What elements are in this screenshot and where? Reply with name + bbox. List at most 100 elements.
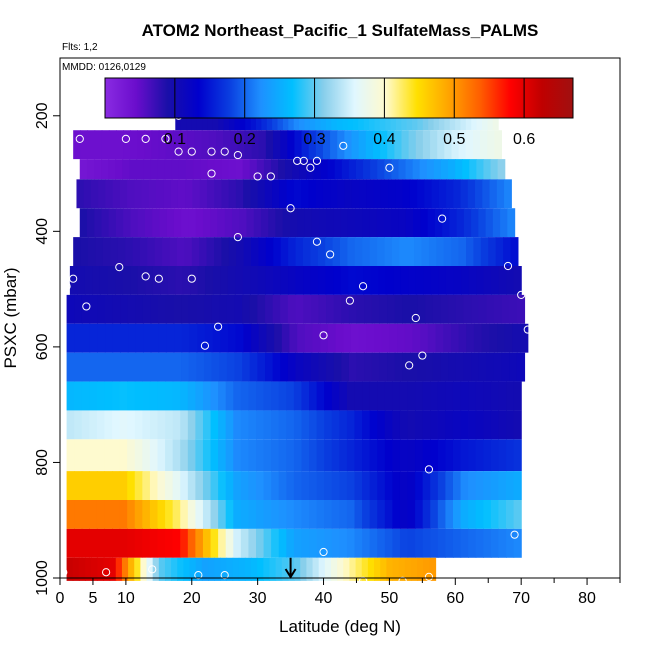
heatmap-cell [271, 439, 280, 472]
heatmap-cell [324, 471, 333, 500]
heatmap-cell [448, 294, 457, 324]
heatmap-cell [188, 352, 197, 382]
heatmap-cell [486, 294, 495, 324]
heatmap-cell [134, 500, 143, 529]
heatmap-cell [176, 237, 185, 266]
heatmap-cell [157, 471, 166, 500]
heatmap-cell [195, 439, 204, 472]
flights-label: Flts: 1,2 [62, 42, 98, 53]
heatmap-cell [87, 130, 96, 160]
heatmap-layer [73, 237, 519, 266]
heatmap-cell [181, 208, 190, 238]
heatmap-cell [256, 471, 265, 500]
heatmap-cell [299, 159, 307, 180]
heatmap-cell [197, 323, 206, 353]
heatmap-cell [66, 352, 75, 382]
heatmap-cell [265, 266, 274, 295]
plot-frame [59, 57, 621, 579]
heatmap-cell [423, 266, 432, 295]
heatmap-cell [333, 352, 342, 382]
heatmap-cell [453, 266, 462, 295]
sample-point [187, 274, 196, 283]
heatmap-cell [104, 471, 113, 500]
heatmap-cell [248, 500, 257, 529]
heatmap-cell [348, 266, 357, 295]
heatmap-cell [475, 381, 484, 411]
heatmap-cell [355, 208, 363, 238]
heatmap-cell [149, 471, 159, 500]
heatmap-cell [326, 208, 335, 238]
sample-point [214, 322, 223, 331]
heatmap-cell [468, 381, 477, 411]
heatmap-cell [212, 323, 221, 353]
heatmap-cell [324, 528, 333, 558]
heatmap-cell [409, 179, 418, 209]
heatmap-cell [513, 410, 522, 440]
heatmap-cell [97, 557, 105, 581]
heatmap-cell [274, 323, 283, 353]
heatmap-cell [475, 439, 484, 472]
heatmap-cell [286, 439, 295, 472]
heatmap-cell [202, 410, 212, 440]
heatmap-cell [233, 500, 242, 529]
heatmap-cell [455, 159, 463, 180]
heatmap-cell [81, 471, 90, 500]
heatmap-cell [257, 294, 266, 324]
heatmap-cell [210, 208, 219, 238]
heatmap-cell [66, 294, 75, 324]
heatmap-cell [304, 323, 314, 353]
heatmap-cell [327, 323, 337, 353]
heatmap-cell [504, 179, 512, 209]
heatmap-cell [130, 208, 139, 238]
heatmap-cell [164, 159, 173, 180]
heatmap-cell [151, 130, 160, 160]
heatmap-cell [405, 159, 414, 180]
heatmap-cell [422, 130, 431, 160]
heatmap-cell [430, 266, 440, 295]
heatmap-cell [324, 381, 333, 411]
heatmap-cell [468, 471, 477, 500]
heatmap-cell [361, 557, 369, 581]
heatmap-cell [445, 381, 454, 411]
heatmap-cell [187, 439, 196, 472]
heatmap-cell [475, 528, 484, 558]
heatmap-cell [436, 237, 445, 266]
heatmap-cell [134, 471, 143, 500]
heatmap-layer [66, 323, 529, 353]
heatmap-cell [89, 439, 98, 472]
heatmap-cell [242, 352, 251, 382]
heatmap-cell [112, 471, 121, 500]
heatmap-cell [346, 471, 356, 500]
heatmap-cell [81, 439, 90, 472]
heatmap-cell [242, 159, 251, 180]
heatmap-cell [272, 352, 281, 382]
heatmap-cell [339, 381, 348, 411]
heatmap-cell [221, 237, 230, 266]
heatmap-cell [422, 528, 431, 558]
heatmap-cell [120, 294, 129, 324]
heatmap-cell [225, 528, 234, 558]
heatmap-cell [127, 410, 136, 440]
heatmap-cell [219, 294, 228, 324]
heatmap-cell [469, 159, 477, 180]
heatmap-cell [339, 500, 348, 529]
heatmap-cell [337, 130, 345, 160]
heatmap-cell [377, 500, 386, 529]
heatmap-cell [451, 237, 460, 266]
heatmap-layer [76, 179, 512, 209]
heatmap-cell [512, 323, 521, 353]
heatmap-cell [202, 528, 212, 558]
heatmap-cell [324, 500, 333, 529]
heatmap-cell [233, 381, 242, 411]
heatmap-cell [460, 528, 469, 558]
heatmap-cell [399, 381, 409, 411]
heatmap-cell [234, 294, 243, 324]
heatmap-cell [166, 208, 175, 238]
heatmap-cell [171, 557, 178, 581]
heatmap-cell [309, 439, 318, 472]
heatmap-cell [104, 410, 113, 440]
heatmap-cell [467, 179, 476, 209]
heatmap-cell [258, 237, 267, 266]
heatmap-cell [506, 439, 515, 472]
heatmap-cell [272, 266, 282, 295]
